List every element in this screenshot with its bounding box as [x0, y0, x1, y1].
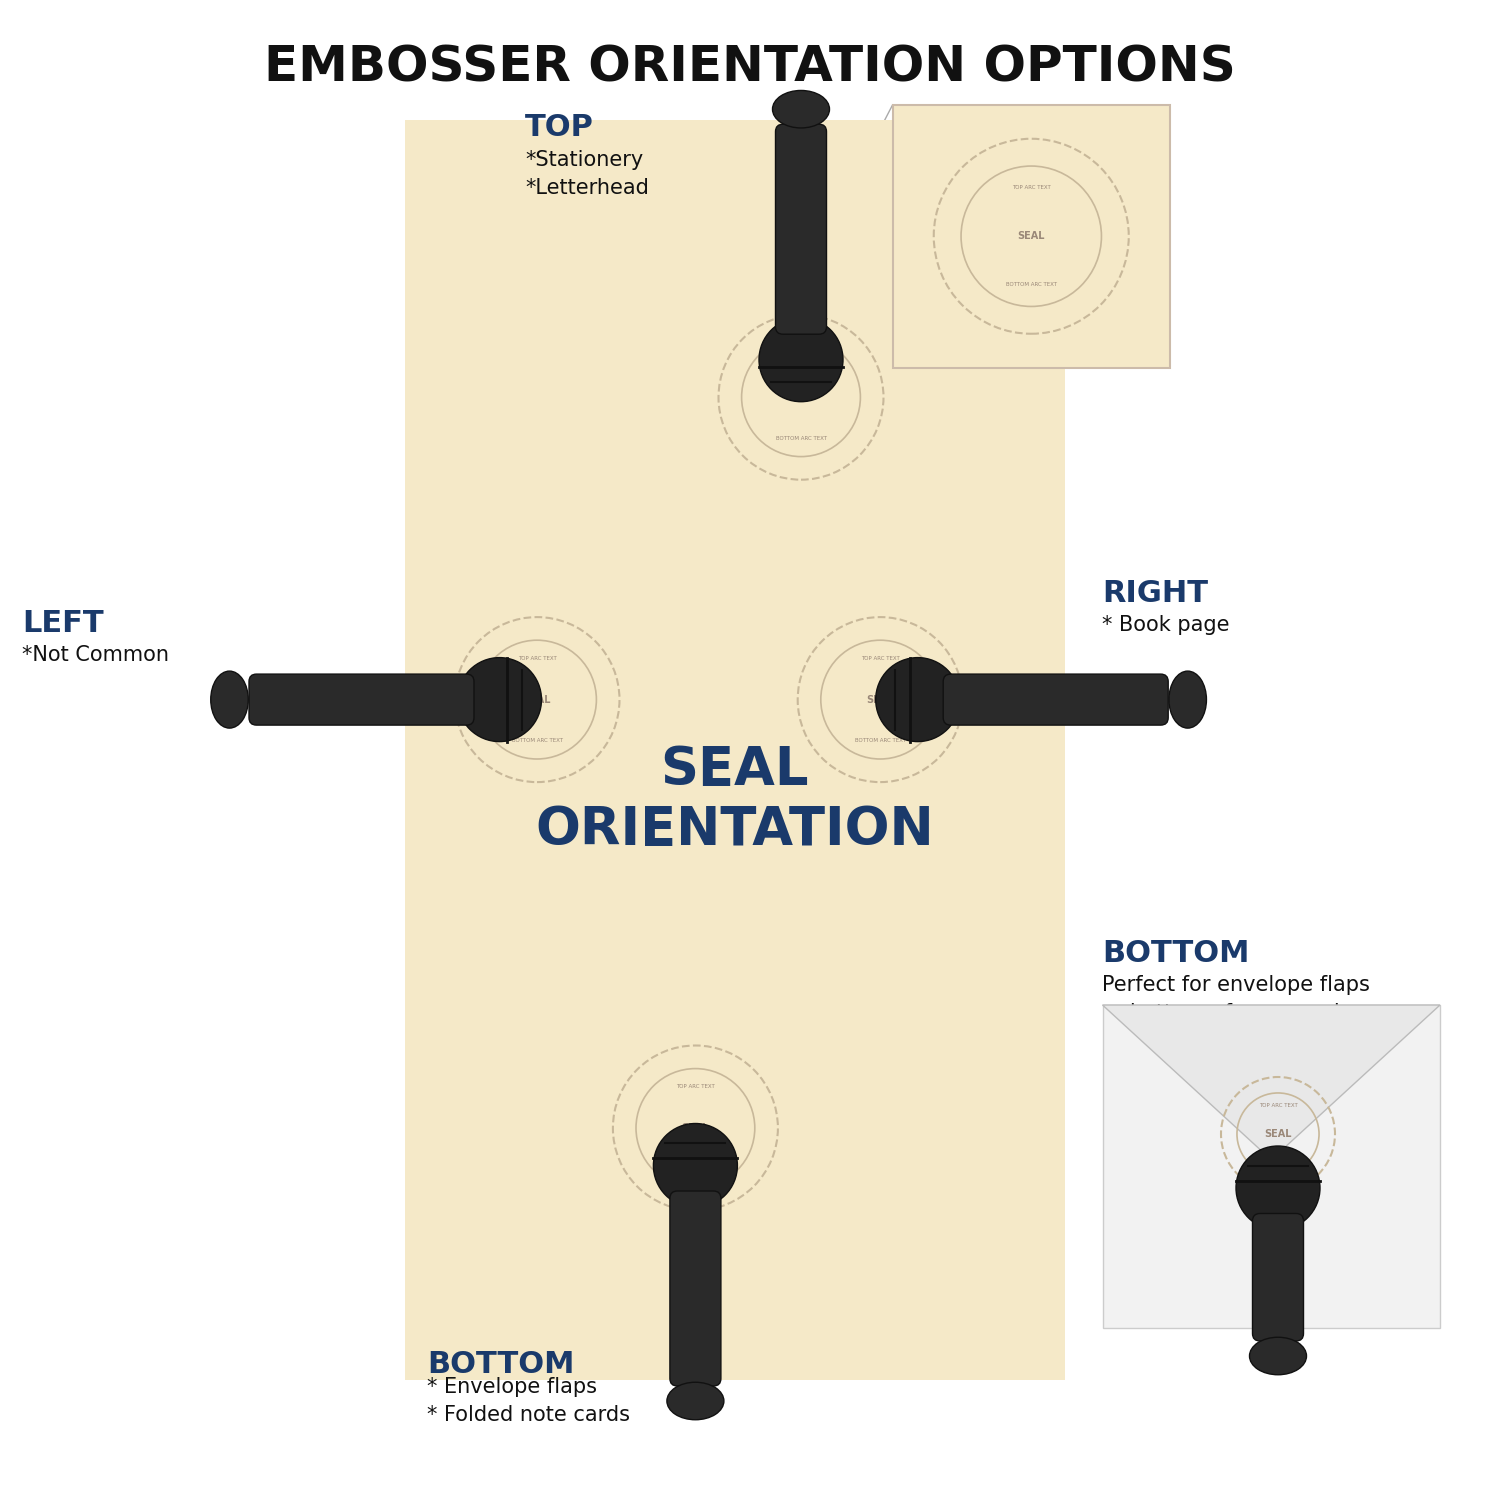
Text: BOTTOM ARC TEXT: BOTTOM ARC TEXT [855, 738, 906, 744]
Text: SEAL: SEAL [788, 392, 814, 402]
Text: * Book page: * Book page [1102, 615, 1230, 634]
Ellipse shape [772, 90, 830, 128]
Ellipse shape [1250, 1338, 1306, 1374]
FancyBboxPatch shape [670, 1191, 722, 1386]
Text: *Stationery
*Letterhead: *Stationery *Letterhead [525, 150, 650, 198]
FancyBboxPatch shape [776, 124, 826, 334]
FancyBboxPatch shape [944, 674, 1168, 724]
Ellipse shape [1168, 670, 1206, 728]
Text: RIGHT: RIGHT [1102, 579, 1209, 608]
Circle shape [876, 657, 960, 741]
Text: BOTTOM ARC TEXT: BOTTOM ARC TEXT [512, 738, 562, 744]
FancyBboxPatch shape [405, 120, 1065, 1380]
Circle shape [458, 657, 542, 741]
Text: BOTTOM: BOTTOM [427, 1350, 574, 1378]
Text: BOTTOM: BOTTOM [1102, 939, 1250, 968]
Ellipse shape [210, 670, 249, 728]
Text: SEAL: SEAL [681, 1124, 710, 1132]
Circle shape [654, 1124, 738, 1208]
Text: TOP ARC TEXT: TOP ARC TEXT [782, 354, 820, 358]
Text: *Not Common: *Not Common [22, 645, 170, 664]
Text: BOTTOM ARC TEXT: BOTTOM ARC TEXT [670, 1167, 722, 1172]
Text: BOTTOM ARC TEXT: BOTTOM ARC TEXT [776, 436, 826, 441]
Text: EMBOSSER ORIENTATION OPTIONS: EMBOSSER ORIENTATION OPTIONS [264, 44, 1236, 92]
FancyBboxPatch shape [892, 105, 1170, 368]
Polygon shape [1102, 1005, 1440, 1160]
Text: BOTTOM ARC TEXT: BOTTOM ARC TEXT [1005, 282, 1056, 288]
Text: LEFT: LEFT [22, 609, 104, 638]
Text: SEAL: SEAL [867, 694, 894, 705]
FancyBboxPatch shape [249, 674, 474, 724]
Ellipse shape [668, 1383, 724, 1419]
Text: SEAL
ORIENTATION: SEAL ORIENTATION [536, 744, 934, 856]
Text: SEAL: SEAL [524, 694, 550, 705]
Text: SEAL: SEAL [1017, 231, 1046, 242]
Text: BOTTOM ARC TEXT: BOTTOM ARC TEXT [1252, 1160, 1304, 1166]
Circle shape [1236, 1146, 1320, 1230]
Text: TOP ARC TEXT: TOP ARC TEXT [518, 656, 556, 662]
Text: * Envelope flaps
* Folded note cards: * Envelope flaps * Folded note cards [427, 1377, 630, 1425]
Circle shape [759, 318, 843, 402]
Text: TOP ARC TEXT: TOP ARC TEXT [1258, 1102, 1298, 1108]
FancyBboxPatch shape [1102, 1005, 1440, 1328]
Text: Perfect for envelope flaps
or bottom of page seals: Perfect for envelope flaps or bottom of … [1102, 975, 1371, 1023]
Text: TOP ARC TEXT: TOP ARC TEXT [1013, 184, 1050, 190]
FancyBboxPatch shape [1252, 1214, 1304, 1341]
Text: SEAL: SEAL [1264, 1130, 1292, 1138]
Text: TOP ARC TEXT: TOP ARC TEXT [861, 656, 900, 662]
Text: TOP ARC TEXT: TOP ARC TEXT [676, 1084, 716, 1089]
Text: TOP: TOP [525, 114, 594, 142]
